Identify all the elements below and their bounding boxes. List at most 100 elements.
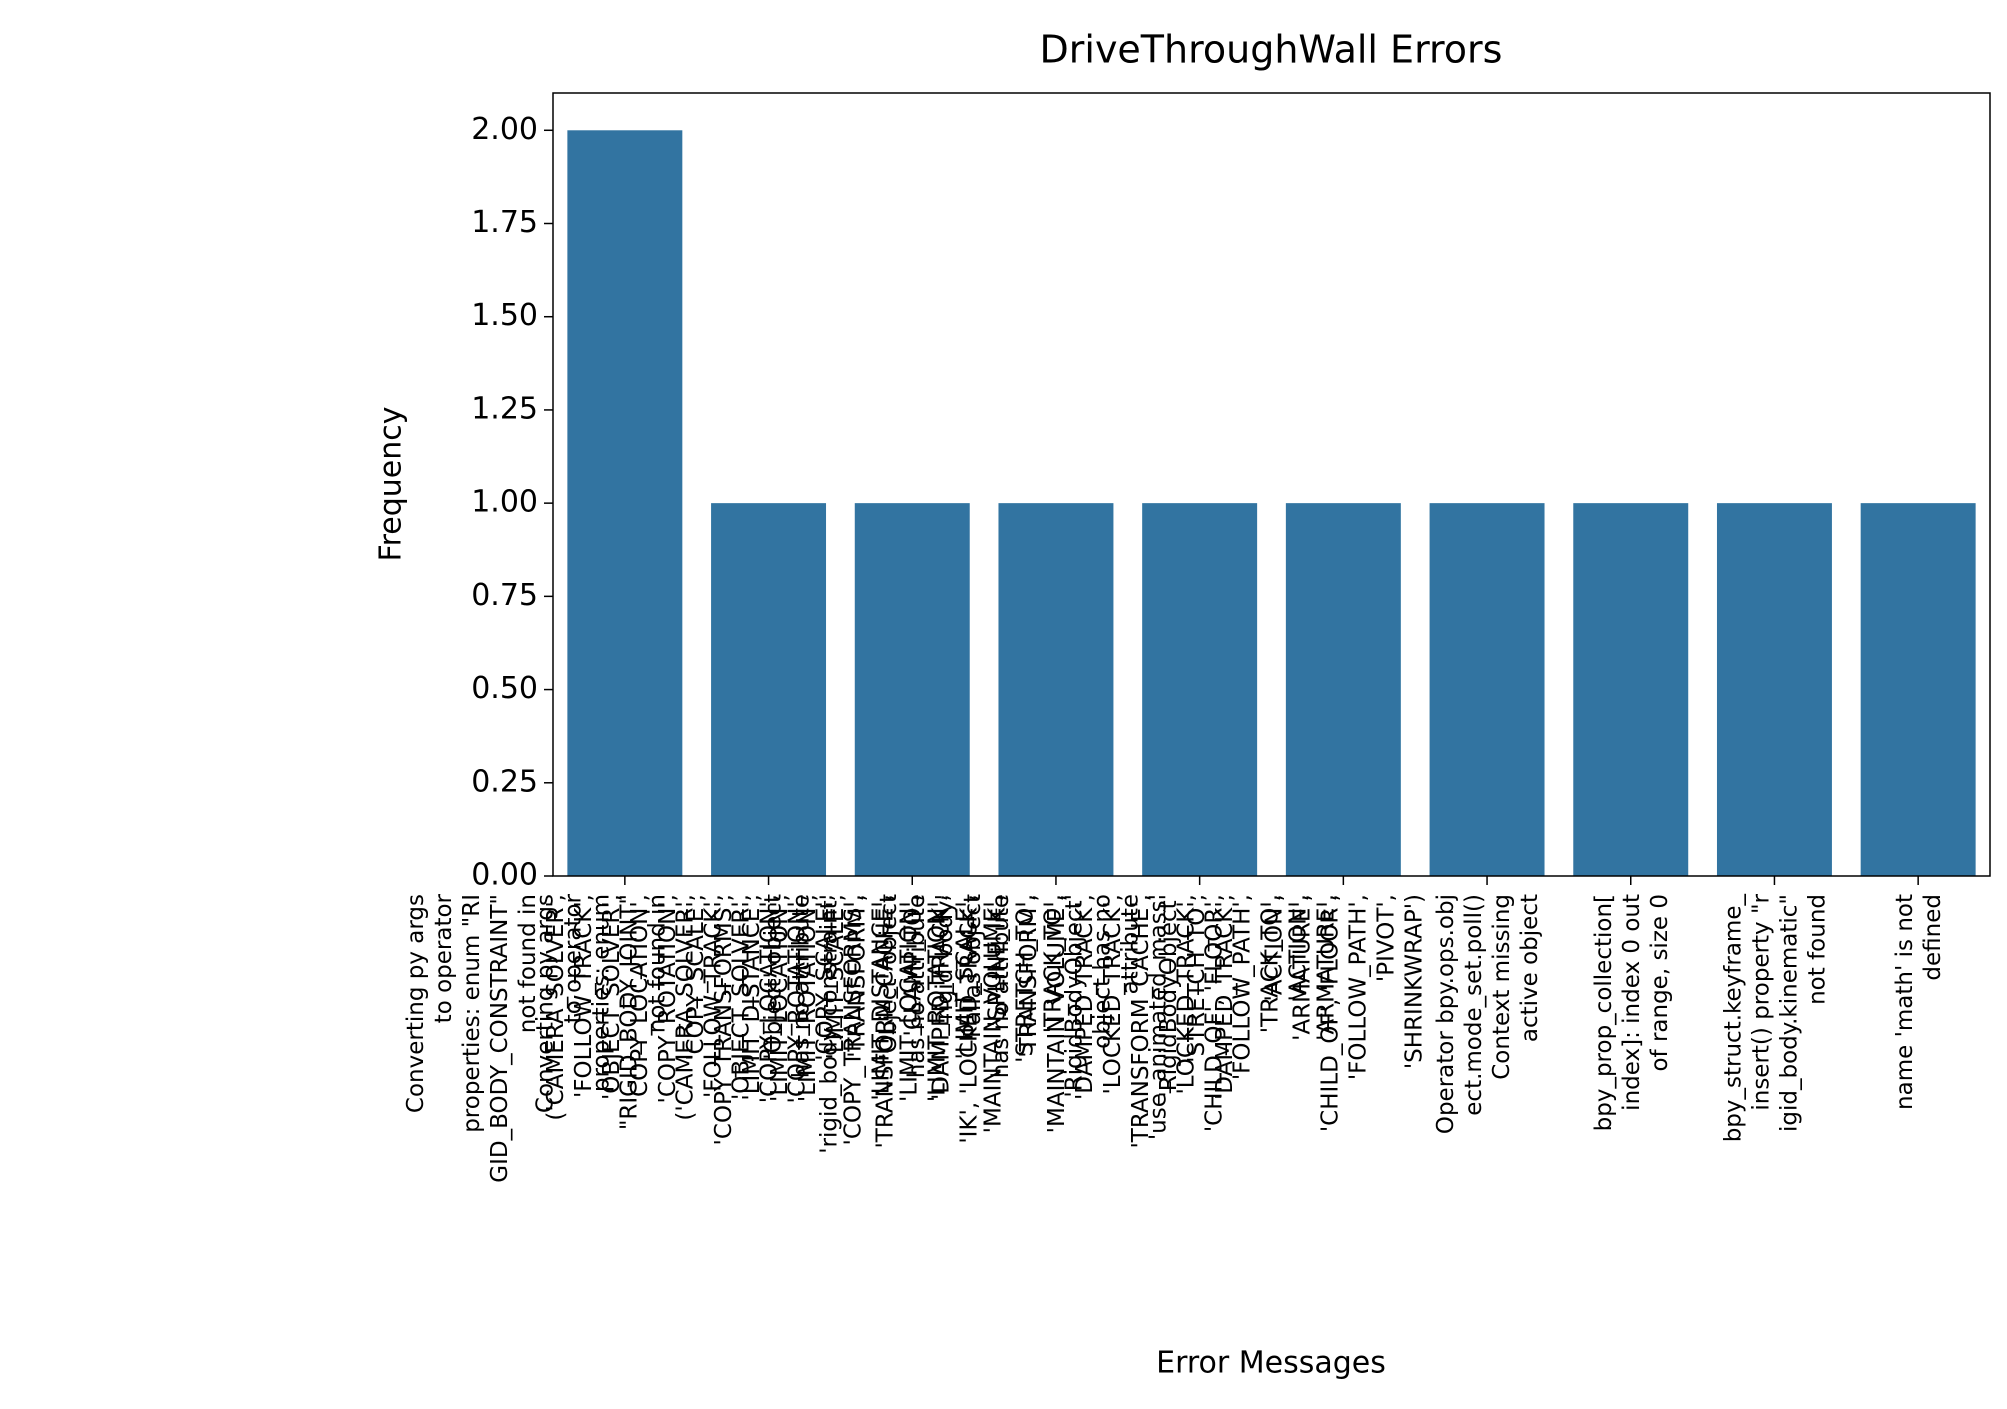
x-tick-label-line: 'LIMIT_LOCATION', [767,894,793,1102]
y-axis-label: Frequency [374,407,409,562]
bar [1860,503,1976,876]
y-tick-label: 1.00 [471,485,538,520]
x-tick-label-line: 'IK', 'LOCKED_TRACK', [956,894,982,1144]
x-tick-label-line: 'LIMIT_ROTATION', [795,894,821,1102]
x-tick-label-line: 'COPY_TRANSFORMS', [711,894,737,1145]
x-tick-label-line: 'FOLLOW_PATH', [1345,894,1371,1080]
x-tick-label-line: 'LOCKED_TRACK', [1100,894,1126,1095]
x-tick-label: Operator bpy.ops.obj [1433,894,1459,1134]
x-tick-label-line: 'CHILD_OF', 'FLOOR', [1317,894,1343,1132]
bar [1716,503,1832,876]
x-tick-label-line: attribute [1118,894,1144,994]
x-tick-label-line: 'MAINTAIN_VOLUME', [1044,894,1070,1133]
x-tick-label-line: to operator [561,893,587,1023]
x-tick-label-line: index]: index 0 out [1619,894,1645,1111]
x-tick-label-line: 'ARMATURE', [1289,894,1315,1041]
x-tick-label-line: 'DAMPED_TRACK', [928,894,954,1100]
x-tick-label-line: active object [1517,894,1543,1042]
x-tick-label: bpy_struct.keyframe_ [1720,894,1746,1143]
x-tick-label-line: 'COPY_TRANSFORMS', [841,894,867,1145]
x-tick-label-line: 'rigid_body_constraint' [816,894,842,1154]
y-tick-label: 0.00 [471,858,538,893]
bar [854,503,970,876]
y-tick-label: 1.50 [471,298,538,333]
x-tick-label-line: object has no [1090,894,1116,1049]
x-tick-label-line: 'TRACK_TO', [1258,894,1284,1033]
y-tick-label: 0.50 [471,671,538,706]
x-tick-label-line: 'COPY_SCALE', [813,894,839,1061]
bar [1429,503,1545,876]
x-tick-label-line: igid_body.kinematic" [1776,894,1802,1132]
x-tick-label-line: 'LIMIT_ROTATION', [925,894,951,1102]
x-tick-label: Converting py args [403,894,429,1113]
bar [567,130,683,877]
y-tick-label: 2.00 [471,112,538,147]
bar [1573,503,1689,876]
x-tick-label-line: 'MAINTAIN_VOLUME', [981,894,1007,1133]
x-tick-label-line: ect.mode_set.poll() [1461,894,1487,1116]
x-tick-label: 'ACTION', [1261,894,1287,1002]
x-tick-label-line: 'FOLLOW_TRACK', [571,894,597,1098]
x-tick-label-line: 'ARMATURE', [1314,894,1340,1041]
x-tick-label-line: 'COPY_SCALE', [683,894,709,1061]
x-tick-label-line: ('CAMERA_SOLVER', [543,894,569,1121]
x-tick-label-line: 'STRETCH_TO', [1184,894,1210,1063]
x-tick-label: name 'math' is not [1892,894,1918,1110]
x-tick-label-line: 'TRANSFORM_CACHE', [872,894,898,1149]
x-tick-label-line: properties: enum "RI [459,894,485,1133]
x-tick-label-line: 'COPY_ROTATION', [655,894,681,1103]
x-tick-label-line: 'FOLLOW_PATH', [1230,894,1256,1080]
x-tick-label-line: 'CHILD_OF', 'FLOOR', [1202,894,1228,1132]
x-tick-label-line: Context missing [1489,894,1515,1080]
x-tick-label-line: defined [1920,894,1946,981]
x-tick-label: 'Object' object [760,894,786,1060]
bar [711,503,827,876]
x-tick-label-line: 'DAMPED_TRACK', [1072,894,1098,1100]
y-tick-label: 0.25 [471,764,538,799]
x-tick-label-line: to operator [431,893,457,1023]
x-tick-label: 'RigidBodyObject' [1062,894,1088,1098]
bar [1142,503,1258,876]
x-tick-label-line: has no attribute [904,894,930,1078]
x-tick-label-line: 'rigid_body' [932,894,958,1026]
y-tick-label: 0.75 [471,578,538,613]
x-tick-label-line: 'LIMIT_LOCATION', [897,894,923,1102]
x-tick-label-line: has no attribute [988,894,1014,1078]
x-tick-label-line: 'CLAMP_TO', [900,894,926,1036]
bar [1285,503,1401,876]
x-tick-label-line: not found in [515,894,541,1033]
bar [998,503,1114,876]
x-tick-label-line: 'LIMIT_SCALE', [823,894,849,1059]
x-tick-label: 'Object' object [876,894,902,1060]
y-tick-label: 1.75 [471,205,538,240]
x-tick-label-line: 'LIMIT_SCALE', [953,894,979,1059]
x-tick-label-line: 'TRANSFORM_CACHE', [1128,894,1154,1149]
x-tick-label-line: 'COPY_LOCATION', [757,894,783,1103]
x-tick-label-line: 'FOLLOW_TRACK', [701,894,727,1098]
x-tick-label-line: Pallas object [960,894,986,1038]
x-tick-label: bpy_prop_collection[ [1591,894,1617,1131]
x-tick-label-line: 'RigidBodyObject' [1156,894,1182,1098]
x-tick-label-line: 'TRANSFORM', [1016,894,1042,1058]
x-tick-label-line: properties: enum [589,894,615,1092]
x-tick-label-line: 'COPY_LOCATION', [627,894,653,1103]
x-tick-label-line: 'LIMIT_DISTANCE', [739,894,765,1101]
x-tick-label-line: 'TRANSFORM', [844,894,870,1058]
x-tick-label-line: 'DAMPED_TRACK', [1212,894,1238,1100]
x-tick-label-line: ('CAMERA_SOLVER', [673,894,699,1121]
x-tick-label-line: 'STRETCH_TO', [1012,894,1038,1063]
x-tick-label-line: 'SHRINKWRAP') [1401,894,1427,1069]
chart-title: DriveThroughWall Errors [1040,28,1503,72]
x-tick-label-line: 'use_animated_mass' [1146,894,1172,1140]
plot-frame [552,92,1991,877]
x-tick-label-line: 'PIVOT', [1373,894,1399,982]
x-tick-label-line: not found [1804,894,1830,1005]
x-tick-label-line: 'LOCKED_TRACK', [1174,894,1200,1095]
x-tick-label-line: of range, size 0 [1647,894,1673,1072]
x-tick-label-line: not found in [645,894,671,1033]
x-tick-label-line: GID_BODY_CONSTRAINT" [487,894,513,1183]
x-tick-label-line: insert() property "r [1748,893,1774,1110]
x-tick-label-line: 'TRACK_TO', [1040,894,1066,1033]
x-tick-label-line: "RIGID_BODY_JOINT" [617,894,643,1130]
